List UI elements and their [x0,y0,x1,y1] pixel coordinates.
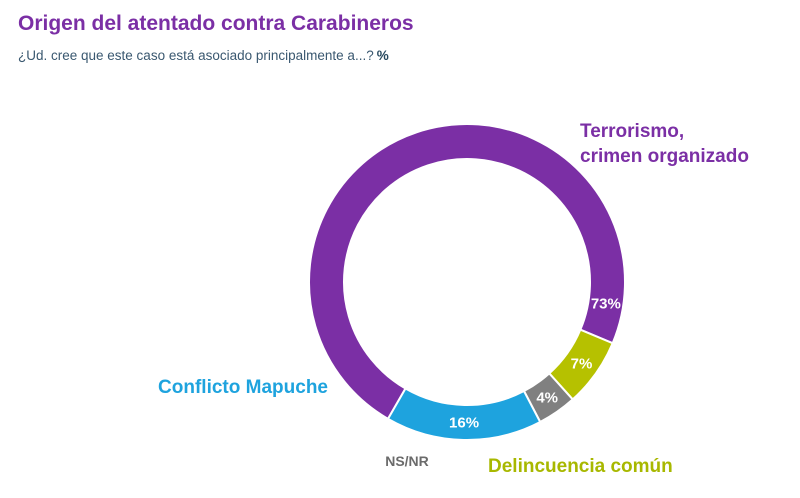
slice-category-label: NS/NR [385,453,429,469]
slice-category-label-line: Delincuencia común [488,456,673,477]
slice-category-label-line: crimen organizado [580,146,749,167]
slice-category-label-line: Conflicto Mapuche [158,377,328,398]
slice-value-label: 16% [449,414,479,431]
donut-slice [386,387,542,441]
slice-value-label: 7% [571,355,593,372]
slice-value-label: 4% [536,389,558,406]
slice-category-label-line: Terrorismo, [580,121,684,142]
slice-category-label: Delincuencia común [488,456,673,477]
unit-label: % [376,48,389,63]
donut-slice [308,123,626,421]
donut-value-labels: 73% 7% 4% 16% [449,295,621,431]
donut-slices [308,123,626,441]
slice-category-label: Conflicto Mapuche [158,377,328,398]
chart-subtitle: ¿Ud. cree que este caso está asociado pr… [18,48,389,63]
donut-category-labels: Terrorismo, crimen organizado Delincuencia… [158,121,749,477]
slice-category-label: Terrorismo, crimen organizado [580,121,749,167]
slice-category-label-line: NS/NR [385,453,429,469]
subtitle-text: ¿Ud. cree que este caso está asociado pr… [18,48,374,63]
slice-value-label: 73% [591,295,621,312]
chart-title: Origen del atentado contra Carabineros [18,12,414,35]
